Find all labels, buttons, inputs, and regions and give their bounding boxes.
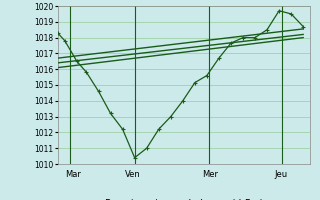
Text: Mer: Mer <box>202 170 218 179</box>
Text: Ven: Ven <box>125 170 141 179</box>
Text: Pression niveau de la mer( hPa ): Pression niveau de la mer( hPa ) <box>105 199 263 200</box>
Text: Mar: Mar <box>65 170 81 179</box>
Text: Jeu: Jeu <box>274 170 287 179</box>
